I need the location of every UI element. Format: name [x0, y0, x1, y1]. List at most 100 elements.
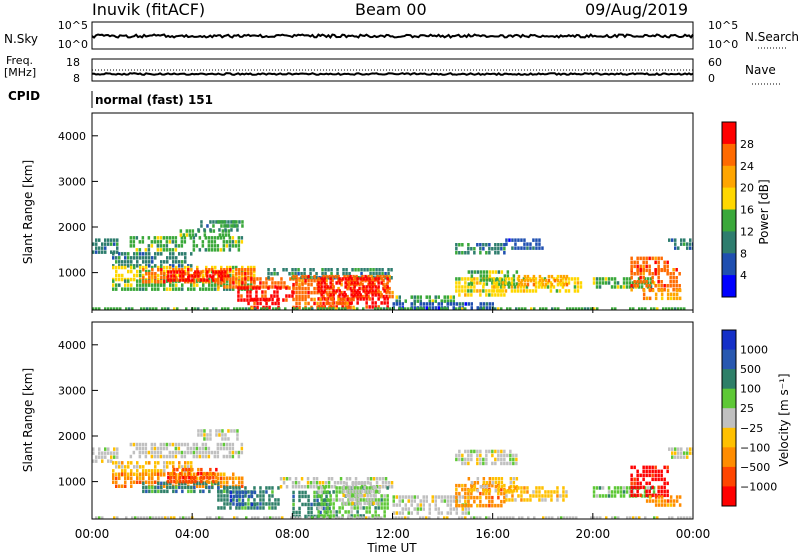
cell-patch-6 [250, 269, 253, 274]
cell-patch-6 [247, 265, 250, 270]
cell-patch-23 [464, 251, 467, 255]
cell-patch-22 [398, 516, 401, 519]
cell-patch-14 [301, 274, 304, 279]
cell-patch-15 [347, 277, 350, 281]
cell-patch-8 [160, 272, 163, 276]
cell-patch-5 [124, 252, 127, 256]
cell-patch-21 [549, 289, 553, 293]
cell-patch-11 [320, 502, 323, 506]
cell-patch-1 [228, 248, 232, 252]
cell-patch-0 [101, 246, 104, 250]
cell-patch-13 [467, 511, 470, 515]
cell-patch-12 [348, 493, 351, 498]
cell-patch-27 [672, 272, 675, 276]
cell-patch-1 [240, 446, 244, 451]
cell-patch-5 [202, 481, 205, 486]
cell-patch-4 [130, 472, 133, 476]
cell-patch-6 [160, 265, 163, 270]
cell-patch-30 [143, 307, 146, 310]
cell-patch-22 [563, 516, 566, 519]
cell-patch-6 [253, 265, 256, 270]
cell-patch-15 [377, 293, 380, 297]
cell-patch-7 [190, 283, 193, 287]
cell-patch-9 [188, 278, 191, 282]
cell-patch-1 [156, 446, 160, 451]
cell-patch-12 [366, 501, 369, 506]
cell-patch-18 [613, 486, 617, 490]
cell-patch-14 [307, 286, 310, 291]
cell-patch-15 [482, 489, 486, 493]
cell-patch-15 [356, 293, 359, 297]
cell-patch-6 [235, 265, 238, 270]
cell-patch-1 [129, 236, 133, 240]
cell-patch-18 [601, 486, 605, 490]
cell-patch-4 [241, 476, 244, 480]
cell-patch-6 [215, 467, 218, 472]
cell-patch-5 [145, 485, 148, 490]
cell-patch-22 [233, 516, 236, 519]
cell-patch-19 [479, 281, 482, 285]
cell-patch-10 [277, 281, 280, 285]
cell-patch-9 [179, 274, 182, 278]
freq-tick-top: 18 [66, 56, 80, 69]
cell-patch-15 [467, 489, 471, 493]
colorbar-tick-label: −500 [740, 461, 770, 474]
cell-patch-19 [651, 469, 654, 474]
cell-patch-15 [317, 285, 320, 289]
cell-patch-0 [116, 250, 119, 254]
cell-patch-27 [657, 268, 660, 272]
cell-patch-5 [172, 485, 175, 490]
cell-patch-15 [320, 285, 323, 289]
cell-patch-4 [148, 476, 151, 480]
cell-patch-12 [265, 297, 268, 302]
cell-patch-18 [488, 306, 491, 310]
cell-patch-14 [455, 483, 458, 488]
cell-patch-17 [467, 457, 470, 462]
cell-patch-12 [271, 297, 274, 302]
cell-patch-30 [416, 307, 419, 310]
cell-patch-25 [646, 285, 650, 289]
cell-patch-1 [231, 442, 235, 447]
cell-patch-23 [458, 251, 461, 255]
cell-patch-11 [368, 506, 371, 510]
cell-patch-0 [98, 447, 101, 451]
cell-patch-17 [491, 461, 494, 466]
cell-patch-25 [634, 285, 638, 289]
cell-patch-27 [660, 284, 663, 288]
cell-patch-18 [649, 486, 653, 490]
cell-patch-27 [675, 280, 678, 284]
cell-patch-13 [324, 272, 327, 276]
cell-patch-1 [237, 450, 241, 455]
cell-patch-1 [171, 236, 175, 240]
cell-patch-13 [437, 495, 440, 499]
cell-patch-4 [217, 476, 220, 480]
cell-patch-8 [187, 272, 190, 276]
cell-patch-25 [604, 277, 608, 281]
cell-patch-21 [567, 289, 571, 293]
cell-patch-26 [639, 264, 642, 269]
cell-patch-19 [500, 289, 503, 293]
cell-patch-21 [674, 455, 677, 459]
cell-patch-30 [329, 307, 332, 310]
cell-patch-12 [354, 501, 357, 506]
cell-patch-15 [371, 281, 374, 285]
cell-patch-21 [573, 285, 577, 289]
cell-patch-16 [352, 297, 355, 302]
cell-patch-0 [95, 459, 98, 463]
cell-patch-7 [220, 506, 223, 510]
cell-patch-4 [157, 472, 160, 476]
cell-patch-30 [383, 307, 386, 310]
cell-patch-17 [512, 453, 515, 458]
cell-patch-0 [113, 242, 116, 246]
cell-patch-9 [215, 278, 218, 282]
cell-patch-14 [379, 274, 382, 279]
freq-trace [91, 72, 694, 76]
cell-patch-19 [491, 285, 494, 289]
cell-patch-9 [191, 274, 194, 278]
cell-patch-13 [434, 503, 437, 507]
cell-patch-22 [296, 516, 299, 519]
cell-patch-20 [500, 278, 504, 282]
cell-patch-2 [227, 229, 231, 233]
cell-patch-30 [557, 307, 560, 310]
cell-patch-6 [206, 479, 209, 484]
